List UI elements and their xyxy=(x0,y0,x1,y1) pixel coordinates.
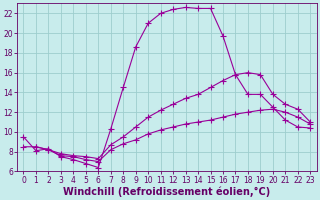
X-axis label: Windchill (Refroidissement éolien,°C): Windchill (Refroidissement éolien,°C) xyxy=(63,186,270,197)
